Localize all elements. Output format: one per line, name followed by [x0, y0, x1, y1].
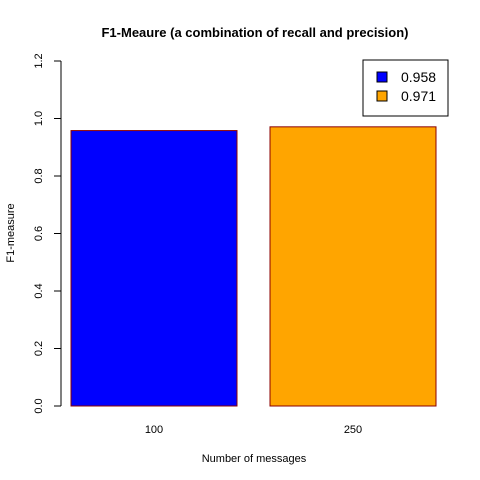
legend-swatch	[376, 71, 388, 83]
y-axis-label: F1-measure	[5, 203, 17, 262]
x-tick-label-250: 250	[344, 424, 362, 436]
y-tick-label: 1.2	[33, 53, 45, 68]
legend-box	[362, 59, 449, 117]
legend: 0.958 0.971	[362, 59, 449, 117]
legend-label: 0.971	[401, 88, 436, 104]
chart-title: F1-Meaure (a combination of recall and p…	[101, 25, 408, 40]
y-axis: 0.0 0.2 0.4 0.6 0.8 1.0 1.2	[33, 53, 62, 414]
bars-group	[70, 126, 437, 407]
x-axis-label: Number of messages	[202, 453, 307, 465]
y-tick-label: 0.8	[33, 168, 45, 183]
y-tick-label: 0.2	[33, 341, 45, 356]
bar-100	[70, 130, 238, 407]
y-tick-label: 0.6	[33, 226, 45, 241]
bar-250	[269, 126, 437, 407]
y-tick-label: 0.4	[33, 283, 45, 298]
x-tick-labels: 100 250	[145, 424, 362, 436]
y-tick-label: 0.0	[33, 398, 45, 413]
legend-label: 0.958	[401, 69, 436, 85]
legend-swatch	[376, 90, 388, 102]
y-tick-label: 1.0	[33, 111, 45, 126]
x-tick-label-100: 100	[145, 424, 163, 436]
